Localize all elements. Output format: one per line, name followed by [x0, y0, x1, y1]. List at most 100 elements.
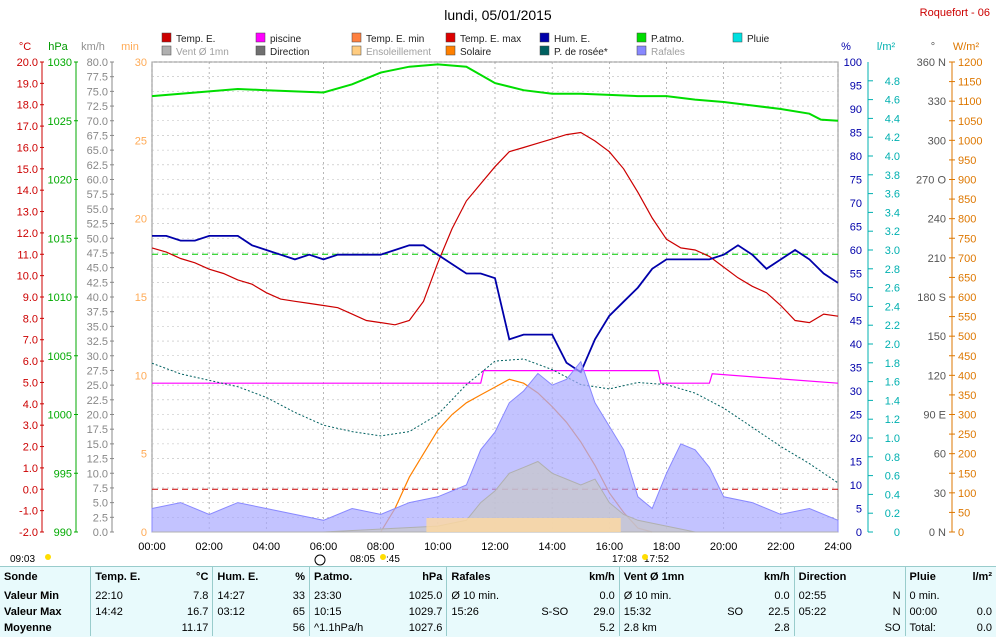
cell — [446, 620, 525, 636]
direction-axis-tick: 0 N — [929, 527, 946, 539]
legend-label: Vent Ø 1mn — [176, 47, 229, 58]
legend-swatch — [539, 32, 550, 43]
wind-axis-tick: 65.0 — [87, 145, 108, 157]
humidity-axis-tick: 60 — [850, 245, 862, 257]
moon-icon — [314, 554, 326, 566]
legend-swatch — [351, 32, 362, 43]
sunrise-start-label: 09:03 — [10, 554, 35, 565]
sun-icon — [45, 554, 51, 560]
pressure-axis-tick: 990 — [54, 527, 72, 539]
cell: 02:55 — [793, 588, 872, 604]
pluie-header: Pluie — [904, 567, 958, 588]
weather-chart: lundi, 05/01/2015 Roquefort - 06 Temp. E. p… — [10, 7, 990, 566]
rafales-header: Rafales — [446, 567, 525, 588]
solar-axis-tick: 600 — [958, 292, 976, 304]
humidity-axis-tick: 85 — [850, 128, 862, 140]
series-piscine — [152, 370, 839, 384]
cell — [524, 620, 572, 636]
vent-header: Vent Ø 1mn — [618, 567, 715, 588]
solar-axis-tick: 550 — [958, 312, 976, 324]
legend-label: Temp. E. min — [366, 34, 424, 45]
cell: 0.0 — [976, 606, 992, 618]
humidity-axis-tick: 45 — [850, 316, 862, 328]
wind-axis-tick: 22.5 — [87, 395, 108, 407]
cell: 1025.0 — [408, 590, 443, 602]
sun-icon — [642, 554, 648, 560]
series-temp-e- — [151, 131, 839, 326]
cell: Ø 10 min. — [446, 588, 525, 604]
temp-axis-tick: 9.0 — [23, 292, 38, 304]
cell — [714, 620, 747, 636]
cell: 0.0 — [976, 622, 992, 634]
wind-axis-tick: 52.5 — [87, 219, 108, 231]
summary-table: Sonde Temp. E. °C Hum. E. % P.atmo. hPa … — [0, 566, 996, 637]
solar-axis-tick: 700 — [958, 253, 976, 265]
cell: 05:22 — [793, 604, 872, 620]
rain-axis-tick: 3.8 — [885, 170, 900, 182]
solar-axis-tick: 1050 — [958, 116, 982, 128]
wind-axis-tick: 37.5 — [87, 307, 108, 319]
rain-axis-tick: 1.0 — [885, 433, 900, 445]
sunrise-end-label: :45 — [386, 554, 400, 565]
rain-axis-tick: 1.4 — [885, 395, 900, 407]
cell: N — [892, 590, 901, 602]
solar-axis-tick: 0 — [958, 527, 964, 539]
time-axis-tick: 24:00 — [824, 541, 852, 553]
rain-axis-tick: 4.0 — [885, 151, 900, 163]
time-axis-tick: 10:00 — [424, 541, 452, 553]
solar-axis-tick: 500 — [958, 331, 976, 343]
rain-axis-tick: 2.0 — [885, 339, 900, 351]
humidity-axis-tick: 100 — [844, 57, 862, 69]
patmo-header: P.atmo. — [308, 567, 389, 588]
cell: 15:26 — [446, 604, 525, 620]
humidity-axis-tick: 90 — [850, 104, 862, 116]
humidity-axis-tick: 55 — [850, 269, 862, 281]
solar-axis-tick: 50 — [958, 507, 970, 519]
temp-axis-tick: -2.0 — [19, 527, 38, 539]
cell: 0 min. — [904, 588, 958, 604]
rain-axis-tick: 0.2 — [885, 508, 900, 520]
direction-axis-tick: 240 — [928, 214, 946, 226]
wind-axis-tick: 80.0 — [87, 57, 108, 69]
temp-axis-tick: 20.0 — [17, 57, 38, 69]
cell — [958, 588, 996, 604]
humidity-axis-tick: 15 — [850, 457, 862, 469]
cell: 23:30 — [308, 588, 389, 604]
rain-axis-tick: 2.8 — [885, 264, 900, 276]
rain-axis-tick: 0.4 — [885, 489, 900, 501]
cell: 14:27 — [212, 588, 281, 604]
wind-axis-tick: 27.5 — [87, 365, 108, 377]
rain-axis-tick: 3.0 — [885, 245, 900, 257]
cell: 7.8 — [193, 590, 209, 602]
unit-sun: min — [121, 41, 139, 53]
direction-axis-tick: 150 — [928, 331, 946, 343]
humidity-axis-tick: 95 — [850, 81, 862, 93]
sunset-label: 17:08 — [612, 554, 637, 565]
rain-axis-tick: 1.6 — [885, 377, 900, 389]
rain-axis-tick: 2.4 — [885, 301, 900, 313]
vent-unit: km/h — [763, 571, 790, 583]
solar-axis-tick: 150 — [958, 468, 976, 480]
direction-axis-tick: 300 — [928, 135, 946, 147]
wind-axis-tick: 0.0 — [93, 527, 108, 539]
unit-temp: °C — [19, 41, 31, 53]
rain-axis-tick: 2.6 — [885, 283, 900, 295]
legend-label: Rafales — [651, 47, 685, 58]
time-axis-tick: 14:00 — [538, 541, 566, 553]
wind-axis-tick: 77.5 — [87, 72, 108, 84]
pressure-axis-tick: 995 — [54, 468, 72, 480]
cell: 5.2 — [599, 622, 615, 634]
direction-axis-tick: 60 — [934, 449, 946, 461]
pressure-axis-tick: 1030 — [48, 57, 72, 69]
cell: SO — [884, 622, 901, 634]
series-hum-e- — [152, 235, 839, 374]
rain-axis-tick: 4.4 — [885, 113, 900, 125]
time-axis-tick: 16:00 — [596, 541, 624, 553]
legend-label: Direction — [270, 47, 309, 58]
temp-axis-tick: 8.0 — [23, 313, 38, 325]
wind-axis-tick: 10.0 — [87, 468, 108, 480]
solar-axis-tick: 350 — [958, 390, 976, 402]
cell: 56 — [292, 622, 305, 634]
cell: 1029.7 — [408, 606, 443, 618]
cell: SO — [727, 606, 744, 618]
